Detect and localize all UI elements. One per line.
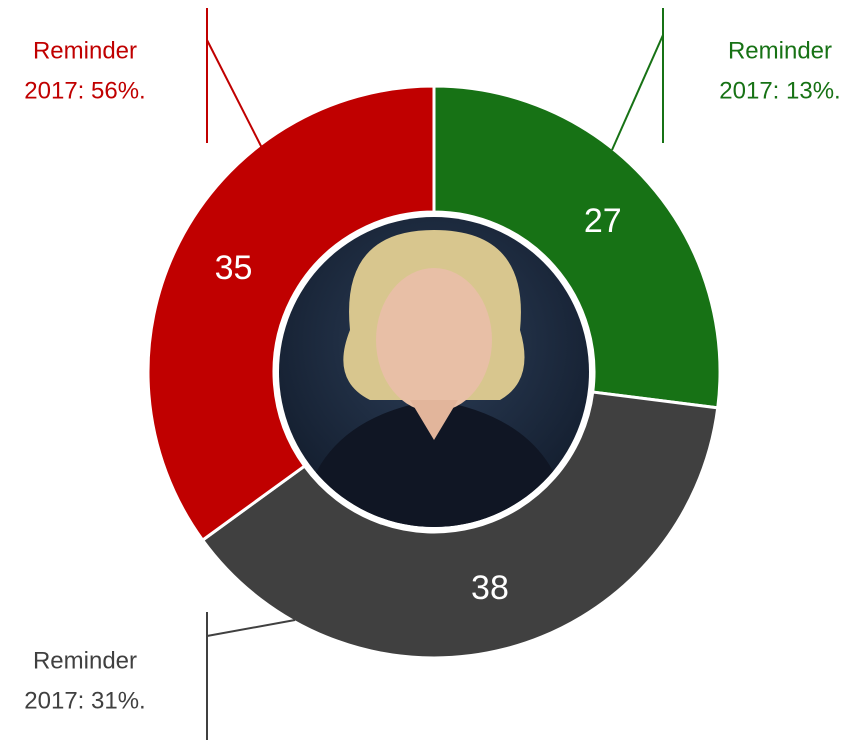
value-label: 27 xyxy=(584,202,622,240)
annotation: Reminder xyxy=(33,647,137,674)
annotation: Reminder xyxy=(728,37,832,64)
leader-line xyxy=(206,39,263,149)
value-label: 38 xyxy=(471,569,509,607)
annotation: 2017: 13%. xyxy=(719,77,840,104)
annotation: 2017: 56%. xyxy=(24,77,145,104)
portrait-photo xyxy=(274,212,594,532)
annotation: Reminder xyxy=(33,37,137,64)
value-label: 35 xyxy=(215,249,253,287)
leader-line xyxy=(206,619,296,637)
annotation: 2017: 31%. xyxy=(24,687,145,714)
leader-line xyxy=(611,34,664,151)
